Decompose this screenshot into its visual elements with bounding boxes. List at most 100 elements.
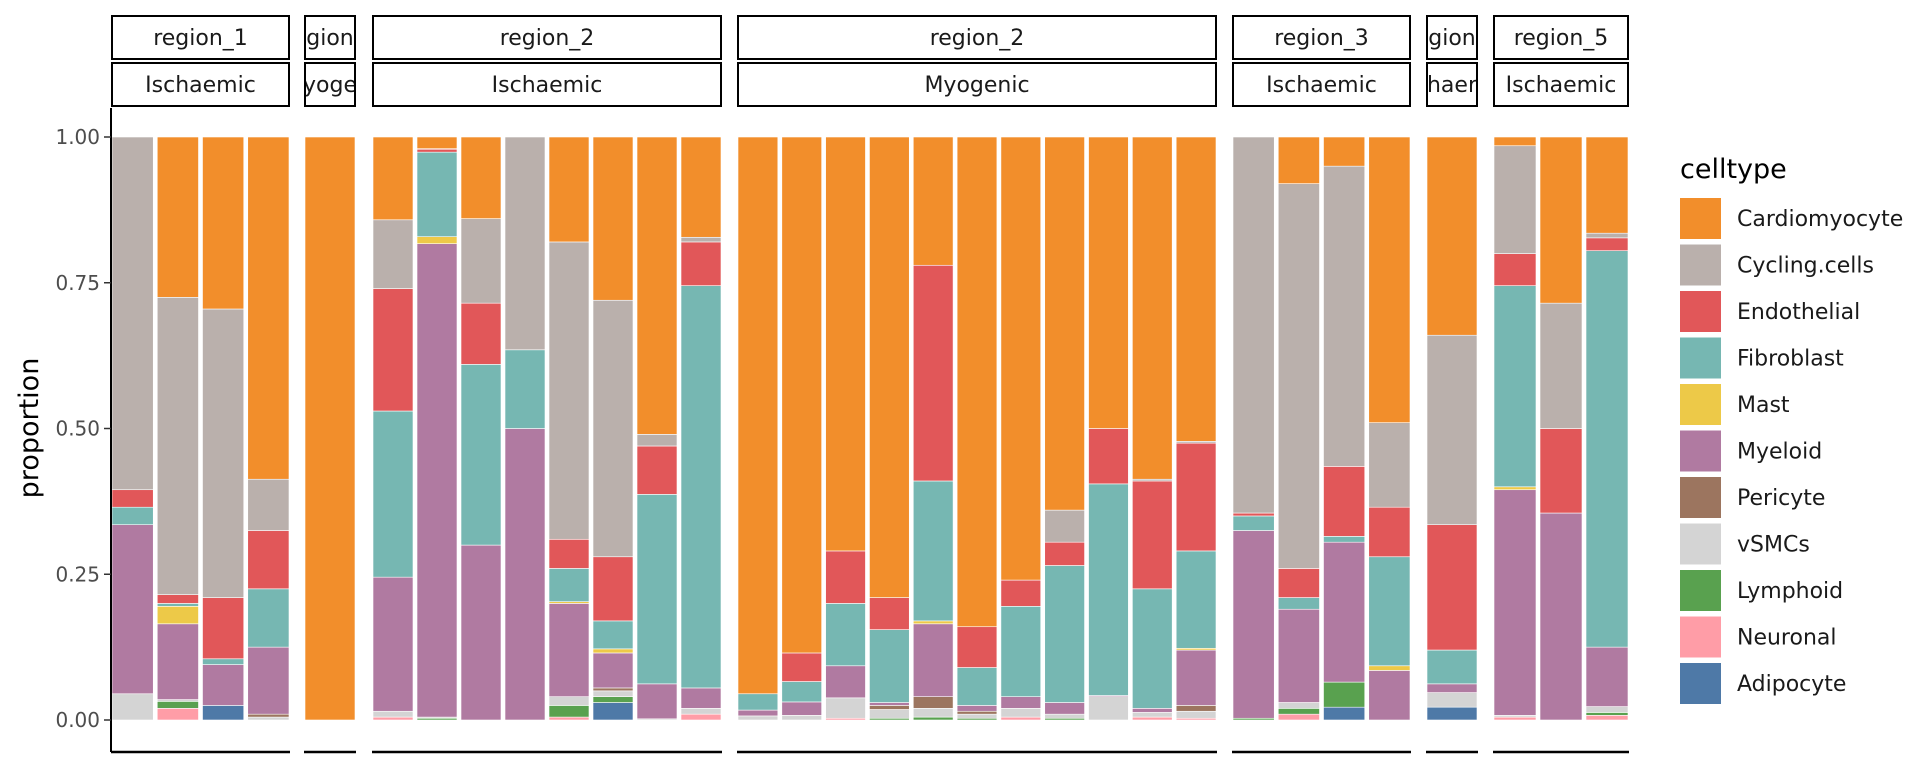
bar-segment-endothelial — [781, 652, 822, 682]
bar-segment-cardiomyocyte — [912, 136, 954, 266]
axes: 0.00 0.25 0.50 0.75 1.00 proportion — [14, 108, 1629, 754]
bar-segment-neuronal — [156, 708, 199, 721]
bar-segment-neuronal — [1132, 716, 1173, 721]
bar-segment-cycling-cells — [1539, 302, 1583, 429]
bar-segment-endothelial — [416, 148, 458, 153]
bar-segment-endothelial — [1277, 568, 1320, 598]
bar-segment-myeloid — [737, 709, 779, 717]
strip-region-box — [304, 15, 356, 60]
bar-segment-fibroblast — [636, 494, 678, 685]
bar-segment-fibroblast — [1232, 515, 1275, 531]
bar-segment-lymphoid — [592, 696, 634, 703]
bar-segment-cardiomyocyte — [460, 136, 502, 219]
strip-region-box — [1232, 15, 1411, 60]
bar-segment-endothelial — [1044, 541, 1085, 566]
bar-segment-vsmcs — [1044, 713, 1085, 719]
strip-region-box — [737, 15, 1217, 60]
bar-segment-myeloid — [504, 428, 546, 721]
bar-segment-cycling-cells — [111, 136, 154, 491]
panel-4 — [737, 136, 1217, 721]
legend-swatch — [1680, 198, 1721, 239]
bar-segment-pericyte — [912, 696, 954, 709]
bar-segment-myeloid — [781, 701, 822, 716]
legend-swatch — [1680, 337, 1721, 379]
strip-region-label: region_5 — [1514, 26, 1609, 51]
bar-segment-myeloid — [1539, 512, 1583, 721]
strip-condition-label: haer — [1427, 73, 1478, 98]
bar-segment-pericyte — [247, 713, 290, 718]
legend-swatch — [1680, 291, 1721, 332]
bar-segment-cycling-cells — [202, 308, 245, 598]
bar-segment-cardiomyocyte — [416, 136, 458, 149]
strip-region-box — [1426, 15, 1478, 60]
bar-segment-endothelial — [680, 241, 722, 286]
y-tick-label: 0.50 — [55, 417, 100, 441]
bar-segment-cycling-cells — [592, 299, 634, 558]
bar-segment-cardiomyocyte — [1368, 136, 1411, 423]
bar-segment-vsmcs — [781, 715, 822, 721]
bar-segment-myeloid — [956, 705, 998, 712]
bar-segment-adipocyte — [592, 702, 634, 721]
bar-segment-cycling-cells — [504, 136, 546, 351]
bar-segment-lymphoid — [1585, 712, 1629, 716]
bar-segment-fibroblast — [1426, 649, 1478, 685]
bar-segment-endothelial — [1585, 237, 1629, 251]
bars-layer — [111, 136, 1629, 721]
bar-segment-endothelial — [956, 626, 998, 668]
strip-condition-label: Myogenic — [924, 73, 1029, 98]
strip-condition-label: Ischaemic — [145, 73, 256, 98]
bar-segment-adipocyte — [1323, 706, 1366, 721]
bar-segment-endothelial — [869, 597, 910, 630]
bar-segment-cycling-cells — [548, 241, 590, 540]
bar-segment-vsmcs — [592, 690, 634, 697]
bar-segment-cardiomyocyte — [372, 136, 414, 221]
bar-segment-myeloid — [111, 524, 154, 695]
legend-label: vSMCs — [1737, 533, 1810, 558]
bar-segment-vsmcs — [1426, 692, 1478, 708]
bar-segment-cardiomyocyte — [1044, 136, 1085, 511]
strip-condition-box — [737, 62, 1217, 107]
strip-region-label: region_1 — [153, 26, 248, 51]
bar-segment-vsmcs — [1585, 706, 1629, 713]
bar-segment-myeloid — [1277, 608, 1320, 703]
panel-1 — [111, 136, 290, 721]
strip-condition-box — [1493, 62, 1629, 107]
bar-segment-cardiomyocyte — [1539, 136, 1583, 304]
bar-segment-fibroblast — [460, 364, 502, 546]
bar-segment-pericyte — [869, 705, 910, 710]
bar-segment-endothelial — [548, 538, 590, 569]
bar-segment-mast — [416, 236, 458, 244]
bar-segment-cardiomyocyte — [1426, 136, 1478, 336]
bar-segment-fibroblast — [1000, 606, 1042, 697]
bar-segment-neuronal — [1277, 713, 1320, 721]
bar-segment-fibroblast — [1175, 550, 1217, 649]
bar-segment-vsmcs — [737, 715, 779, 721]
bar-segment-vsmcs — [1000, 708, 1042, 718]
strip-condition-box — [1426, 62, 1478, 107]
bar-segment-cardiomyocyte — [869, 136, 910, 598]
bar-segment-endothelial — [636, 445, 678, 495]
bar-segment-vsmcs — [825, 697, 866, 719]
bar-segment-cycling-cells — [1585, 232, 1629, 239]
y-ticks: 0.00 0.25 0.50 0.75 1.00 — [55, 125, 111, 732]
bar-segment-vsmcs — [1088, 696, 1129, 721]
bar-segment-myeloid — [1323, 541, 1366, 683]
bar-segment-lymphoid — [548, 705, 590, 718]
bar-segment-fibroblast — [156, 603, 199, 607]
bar-segment-fibroblast — [737, 693, 779, 711]
bar-segment-endothelial — [1493, 253, 1537, 286]
legend-label: Endothelial — [1737, 300, 1860, 325]
bar-segment-neuronal — [1493, 716, 1537, 721]
bar-segment-endothelial — [912, 264, 954, 482]
bar-segment-vsmcs — [869, 709, 910, 719]
bar-segment-vsmcs — [247, 716, 290, 721]
bar-segment-vsmcs — [548, 696, 590, 706]
bar-segment-fibroblast — [247, 588, 290, 648]
strip-region-box — [1493, 15, 1629, 60]
bar-segment-cycling-cells — [156, 297, 199, 595]
bar-segment-lymphoid — [912, 716, 954, 721]
y-tick-label: 0.75 — [55, 271, 100, 295]
bar-segment-fibroblast — [548, 568, 590, 602]
legend-label: Cardiomyocyte — [1737, 207, 1903, 232]
bar-segment-endothelial — [460, 302, 502, 365]
